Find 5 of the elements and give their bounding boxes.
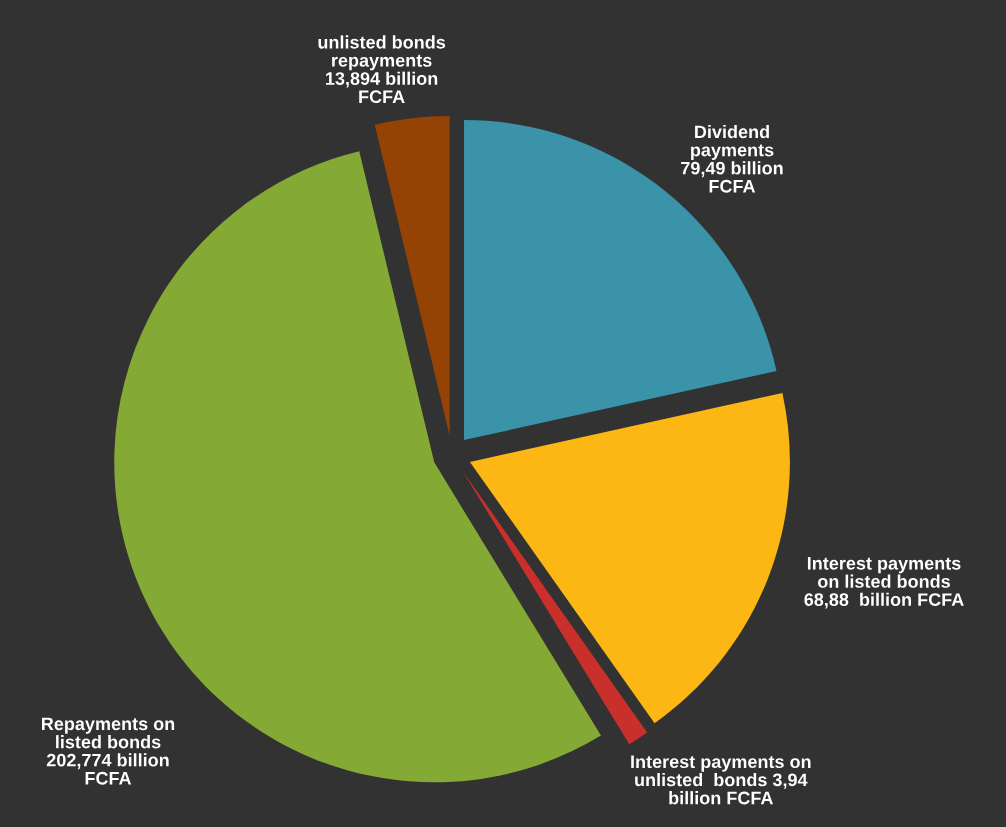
slice-label: Repayments on listed bonds 202,774 billion FCFA <box>41 717 175 785</box>
slice-label: unlisted bonds repayments 13,894 billion FCFA <box>318 35 446 104</box>
slice-label: Interest payments on unlisted bonds 3,94 billion FCFA <box>631 755 811 805</box>
slice-label: Dividend payments 79,49 billion FCFA <box>681 124 783 193</box>
slice-label: Interest payments on listed bonds 68,88 billion FCFA <box>804 557 964 609</box>
